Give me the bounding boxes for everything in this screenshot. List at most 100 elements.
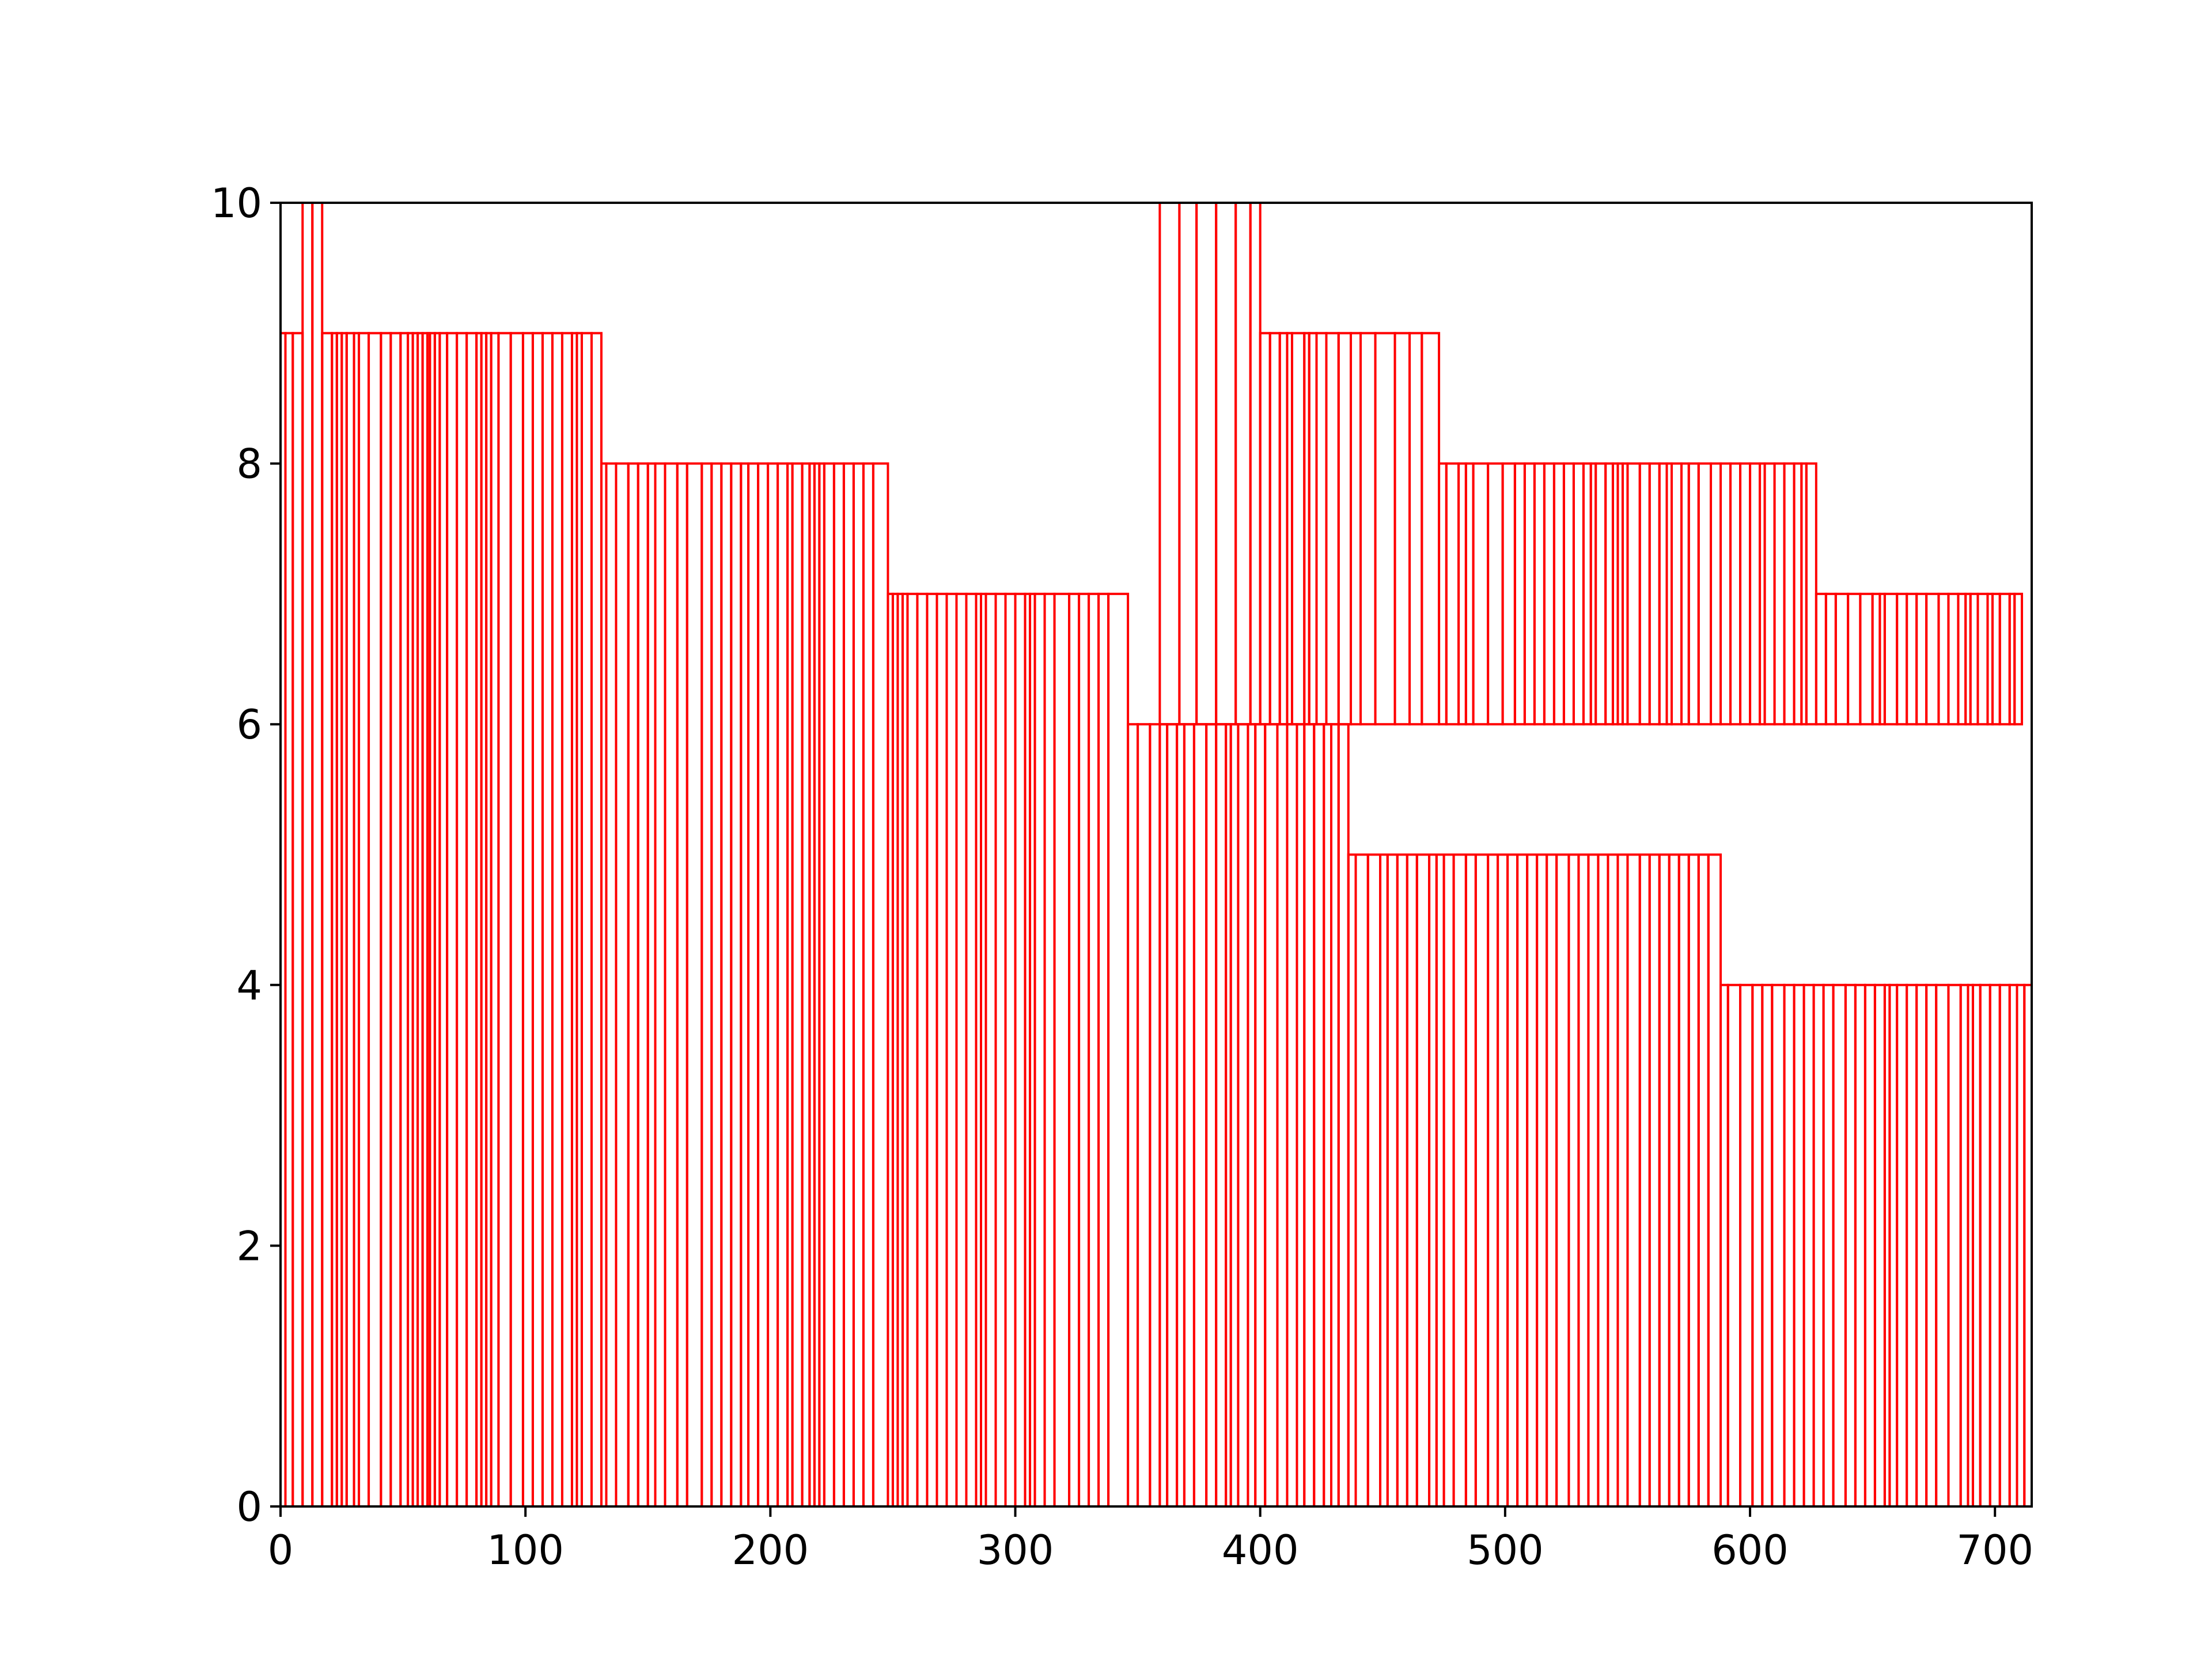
y-tick-label-1: 2 — [236, 1222, 262, 1270]
bar-3-17 — [767, 462, 779, 1508]
bar-12-5 — [1771, 983, 1786, 1508]
bar-12-27 — [1979, 983, 1991, 1508]
bar-8-0 — [1259, 332, 1271, 726]
y-tick-label-0: 0 — [236, 1483, 262, 1531]
bar-4-13 — [984, 592, 997, 1508]
bar-9-22 — [1638, 462, 1651, 726]
bar-8-8 — [1325, 332, 1340, 726]
bar-12-7 — [1793, 983, 1805, 1508]
x-tick-label-7: 700 — [1956, 1527, 2033, 1574]
bar-11-33 — [1677, 853, 1690, 1508]
bar-11-25 — [1597, 853, 1609, 1508]
bar-7-13 — [1276, 723, 1289, 1508]
bar-9-21 — [1626, 462, 1641, 726]
bar-8-13 — [1393, 332, 1411, 726]
bar-11-5 — [1396, 853, 1408, 1508]
bar-2-9 — [389, 332, 402, 1508]
bar-8-9 — [1337, 332, 1353, 726]
bar-11-22 — [1567, 853, 1580, 1508]
bar-2-36 — [590, 332, 603, 1508]
bar-8-12 — [1374, 332, 1396, 726]
bar-12-22 — [1935, 983, 1950, 1508]
bar-3-29 — [862, 462, 874, 1508]
bar-12-8 — [1802, 983, 1815, 1508]
bar-12-1 — [1726, 983, 1742, 1508]
bar-9-7 — [1513, 462, 1526, 726]
bar-6-3 — [1215, 202, 1237, 726]
bar-11-17 — [1516, 853, 1529, 1508]
bar-4-9 — [955, 592, 968, 1508]
bar-2-28 — [521, 332, 534, 1508]
bar-3-2 — [615, 462, 630, 1508]
bar-3-10 — [700, 462, 713, 1508]
bar-10-4 — [1859, 592, 1874, 726]
bar-3-7 — [664, 462, 679, 1508]
bar-7-11 — [1254, 723, 1267, 1508]
bar-9-1 — [1445, 462, 1460, 726]
bar-11-19 — [1536, 853, 1548, 1508]
bar-1-1 — [311, 202, 324, 1508]
bar-4-5 — [916, 592, 929, 1508]
bar-6-1 — [1178, 202, 1198, 726]
bar-2-7 — [368, 332, 382, 1508]
bar-7-14 — [1286, 723, 1298, 1508]
bar-7-20 — [1337, 723, 1350, 1508]
y-axis-ticks: 0 2 4 6 8 10 — [211, 180, 281, 1531]
bar-9-26 — [1670, 462, 1683, 726]
bar-10-0 — [1815, 592, 1827, 726]
bar-10-20 — [1998, 592, 2011, 726]
bar-4-21 — [1053, 592, 1071, 1508]
bar-11-16 — [1506, 853, 1519, 1508]
bar-11-7 — [1415, 853, 1431, 1508]
bar-11-4 — [1386, 853, 1399, 1508]
bar-9-23 — [1648, 462, 1661, 726]
bar-11-15 — [1497, 853, 1509, 1508]
bar-8-7 — [1315, 332, 1328, 726]
bar-9-30 — [1710, 462, 1722, 726]
bar-10-1 — [1824, 592, 1837, 726]
bar-4-22 — [1068, 592, 1081, 1508]
bar-2-27 — [509, 332, 524, 1508]
bar-11-6 — [1406, 853, 1418, 1508]
y-tick-label-4: 8 — [236, 441, 262, 488]
bar-12-9 — [1812, 983, 1825, 1508]
bar-8-14 — [1408, 332, 1423, 726]
bar-11-34 — [1687, 853, 1700, 1508]
bar-10-2 — [1834, 592, 1850, 726]
bar-3-9 — [685, 462, 703, 1508]
bar-12-20 — [1915, 983, 1928, 1508]
bar-4-19 — [1033, 592, 1046, 1508]
bar-5-0 — [1127, 723, 1139, 1508]
bar-9-36 — [1763, 462, 1776, 726]
bar-4-26 — [1107, 592, 1130, 1508]
bar-3-28 — [852, 462, 865, 1508]
bar-12-29 — [1998, 983, 2011, 1508]
bar-11-1 — [1354, 853, 1369, 1508]
bar-10-11 — [1925, 592, 1940, 726]
bar-3-30 — [872, 462, 889, 1508]
bar-3-26 — [832, 462, 845, 1508]
bar-3-16 — [757, 462, 770, 1508]
bar-6-5 — [1249, 202, 1262, 726]
bar-4-15 — [1004, 592, 1017, 1508]
bar-9-10 — [1543, 462, 1555, 726]
bar-9-33 — [1739, 462, 1752, 726]
bar-2-8 — [380, 332, 392, 1508]
bar-7-9 — [1237, 723, 1249, 1508]
bar-3-11 — [710, 462, 723, 1508]
bar-11-35 — [1697, 853, 1710, 1508]
bar-9-16 — [1594, 462, 1607, 726]
bar-10-3 — [1847, 592, 1862, 726]
bar-7-12 — [1264, 723, 1279, 1508]
bar-8-11 — [1359, 332, 1377, 726]
bar-3-4 — [637, 462, 649, 1508]
bar-12-19 — [1906, 983, 1918, 1508]
bar-12-13 — [1854, 983, 1866, 1508]
bar-4-25 — [1097, 592, 1110, 1508]
bar-9-38 — [1783, 462, 1796, 726]
bar-12-3 — [1751, 983, 1764, 1508]
bar-4-4 — [906, 592, 919, 1508]
bar-4-7 — [935, 592, 948, 1508]
